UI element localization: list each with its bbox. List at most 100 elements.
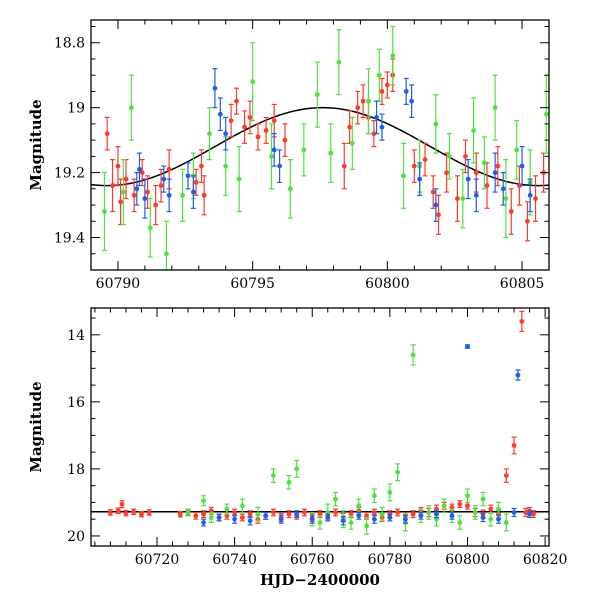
red-data-point [146,509,152,516]
point-marker [250,79,256,85]
point-marker [457,520,463,525]
red-data-point [511,436,517,455]
blue-data-point [309,514,315,524]
point-marker [519,163,525,169]
green-data-point [471,97,477,164]
green-data-point [294,459,300,478]
point-marker [366,98,371,104]
red-data-point [201,510,207,519]
blue-data-point [387,513,393,522]
blue-data-point [325,513,331,522]
point-marker [119,501,125,507]
bottom-panel-ticks: 60720 60740 60760 60780 60800 60820 14 16 18 20 [67,308,567,568]
point-marker [212,85,218,91]
blue-data-point [166,178,172,213]
point-marker [177,511,183,517]
point-marker [356,503,362,509]
blue-data-point [527,510,533,519]
point-marker [309,516,315,522]
blue-data-point [464,344,470,349]
blue-data-point [217,97,223,131]
blue-data-point [496,514,502,524]
point-marker [508,209,514,214]
green-data-point [287,159,293,219]
blue-data-point [277,149,283,183]
point-marker [142,196,148,201]
point-marker [496,516,501,522]
point-marker [455,196,460,201]
top-panel-frame [90,19,550,271]
green-data-point [488,511,494,527]
point-marker [473,192,479,198]
point-marker [433,121,439,127]
point-marker [277,163,282,169]
red-data-point [271,103,277,138]
blue-data-point [403,77,409,106]
red-data-point [198,149,204,183]
blue-data-point [278,514,284,524]
green-data-point [239,498,245,514]
red-data-point [104,116,110,151]
point-marker [317,520,323,525]
point-marker [217,111,223,117]
green-data-point [401,142,407,209]
model-curve [91,106,549,187]
point-marker [436,212,441,218]
point-marker [224,506,230,512]
blue-data-point [511,507,517,518]
point-marker [278,516,284,522]
point-marker [465,176,471,182]
blue-data-point [465,159,471,200]
red-data-point [371,508,377,517]
green-data-point [333,491,339,507]
point-marker [384,82,390,88]
red-data-point [158,168,164,203]
point-marker [503,473,509,479]
red-data-point [131,178,137,213]
point-marker [527,511,532,517]
point-marker [201,511,206,517]
green-data-point [379,506,385,522]
blue-data-point [500,171,506,206]
green-data-point [441,498,447,514]
point-marker [247,115,253,120]
red-data-point [301,508,307,517]
point-marker [228,118,234,124]
blue-data-point [409,84,415,119]
point-marker [401,173,406,179]
x-tick-label: 60800 [445,552,490,568]
point-marker [418,513,424,519]
point-marker [232,516,238,522]
point-marker [410,511,416,517]
point-marker [131,192,137,198]
point-marker [314,92,320,98]
point-marker [115,163,121,169]
blue-data-point [402,514,408,524]
blue-data-point [492,152,498,193]
red-data-point [384,71,390,99]
green-data-point [120,159,126,226]
blue-data-point [379,113,385,141]
x-tick-label: 60780 [368,552,413,568]
point-marker [463,153,468,159]
green-data-point [301,123,307,177]
blue-data-point [433,510,439,519]
point-marker [457,501,463,507]
green-data-point [349,116,355,170]
green-data-point [328,123,334,183]
blue-data-point [263,511,269,520]
point-marker [395,469,401,475]
green-data-point [433,94,439,154]
point-marker [349,140,355,146]
point-marker [282,137,288,143]
blue-data-point [473,178,479,213]
red-data-point [263,116,269,144]
point-marker [492,170,498,175]
red-data-point [371,120,377,148]
red-data-point [282,123,288,157]
point-marker [514,147,520,153]
red-data-point [333,508,339,517]
point-marker [471,127,476,133]
green-data-point [460,168,466,229]
point-marker [110,183,115,188]
